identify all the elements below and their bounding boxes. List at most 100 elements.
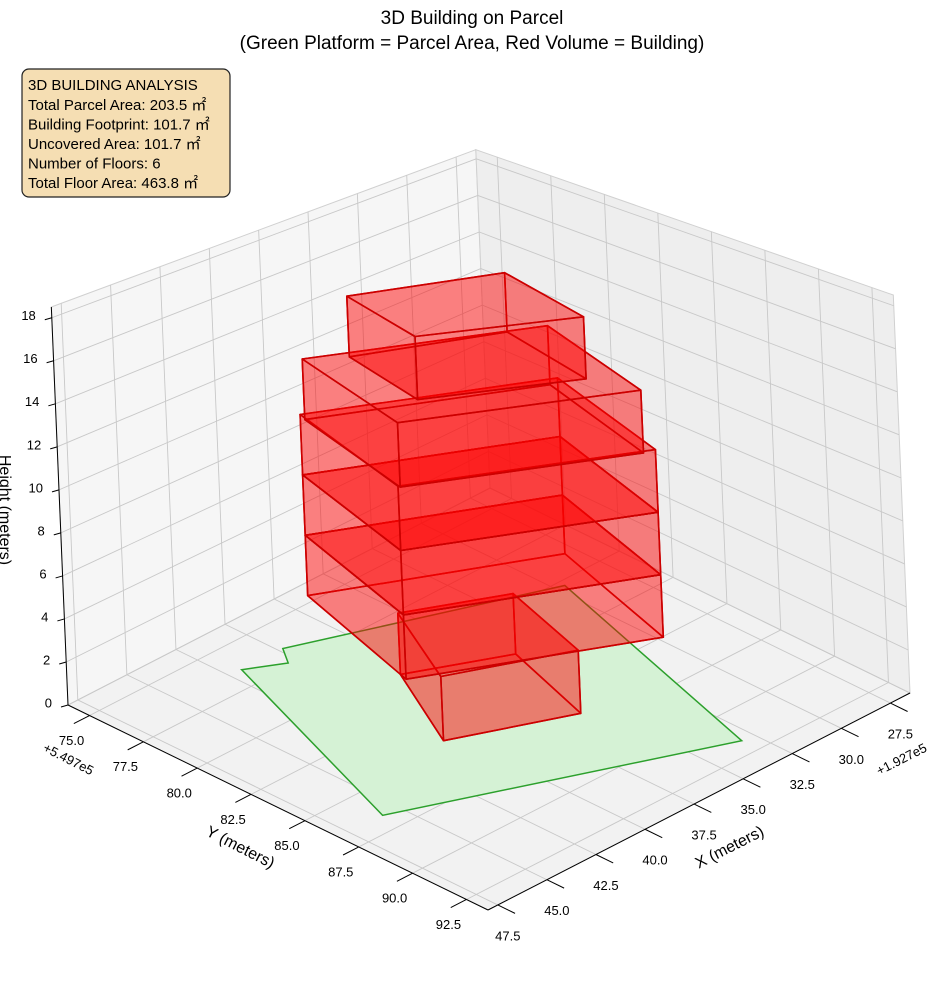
grid-line — [482, 304, 902, 479]
volume-top — [396, 592, 580, 678]
grid-line — [58, 304, 483, 491]
y-tick-label: 80.0 — [167, 786, 192, 801]
grid-line — [356, 193, 373, 549]
y-tick — [181, 767, 198, 777]
x-tick-label: 30.0 — [839, 752, 864, 767]
grid-line — [466, 682, 889, 900]
z-tick-label: 12 — [27, 437, 41, 452]
grid-line — [485, 377, 905, 565]
grid-line — [67, 487, 491, 706]
x-tick-label: 32.5 — [790, 777, 815, 792]
z-tick-label: 0 — [45, 695, 52, 710]
grid-line — [258, 230, 275, 600]
grid-line — [307, 211, 324, 574]
z-tick-label: 18 — [21, 308, 35, 323]
annotation-box — [21, 68, 231, 198]
x-tick — [644, 828, 663, 839]
grid-line — [476, 158, 894, 307]
annotation-line: Number of Floors: 6 — [28, 156, 161, 173]
y-tick — [450, 899, 467, 909]
grid-line — [479, 231, 898, 393]
x-tick-label: 37.5 — [691, 827, 716, 842]
z-tick — [46, 360, 54, 364]
x-tick-label: 27.5 — [888, 727, 913, 742]
grid-line — [489, 487, 911, 694]
y-tick-label: 77.5 — [113, 759, 138, 774]
grid-line — [57, 268, 481, 448]
z-tick-label: 14 — [25, 394, 39, 409]
z-axis-line — [50, 306, 69, 706]
grid-line — [480, 268, 900, 436]
volume-top — [345, 271, 585, 338]
z-tick — [59, 661, 67, 665]
y-tick — [127, 741, 144, 751]
x-offset: +1.927e5 — [874, 740, 929, 778]
grid-line — [159, 266, 177, 650]
annotation-lines: Total Parcel Area: 203.5 ㎡ Building Footp… — [28, 97, 210, 192]
z-tick-label: 4 — [41, 609, 48, 624]
grid-line — [764, 250, 782, 630]
grid-line — [51, 158, 477, 319]
grid-line — [488, 451, 909, 651]
x-axis-line — [487, 692, 911, 911]
grid-line — [477, 194, 896, 350]
z-axis-label: Height (meters) — [0, 455, 13, 565]
grid-line — [208, 248, 226, 625]
y-axis-label: Y (meters) — [203, 823, 277, 872]
z-tick — [44, 317, 52, 321]
z-tick — [51, 489, 60, 493]
y-tick — [342, 846, 359, 856]
x-tick — [841, 727, 859, 738]
x-tick-label: 42.5 — [593, 878, 618, 893]
grid-line — [77, 699, 499, 906]
x-tick-label: 35.0 — [741, 802, 766, 817]
annotation-title: 3D BUILDING ANALYSIS — [28, 77, 198, 94]
grid-line — [817, 268, 836, 657]
grid-line — [62, 377, 486, 577]
y-tick — [73, 715, 90, 725]
grid-line — [470, 497, 891, 704]
grid-line — [55, 231, 480, 405]
y-tick-label: 92.5 — [436, 917, 461, 932]
grid-line — [64, 414, 488, 620]
y-tick-label: 87.5 — [328, 864, 353, 879]
grid-line — [60, 303, 79, 700]
x-tick — [546, 879, 565, 889]
x-tick — [890, 702, 908, 712]
z-tick-label: 2 — [43, 652, 50, 667]
z-tick — [48, 403, 56, 407]
grid-line — [483, 341, 903, 522]
grid-line — [455, 156, 471, 499]
grid-line — [89, 498, 512, 716]
x-tick — [497, 904, 516, 914]
y-tick — [235, 793, 252, 803]
grid-line — [486, 414, 907, 608]
grid-line — [421, 522, 842, 729]
z-tick-label: 10 — [29, 480, 43, 495]
grid-line — [871, 287, 889, 683]
annotation-line: Total Floor Area: 463.8 ㎡ — [28, 175, 198, 192]
annotation-line: Building Footprint: 101.7 ㎡ — [28, 117, 210, 134]
plot-area: 27.5 30.0 32.5 35.0 37.5 40.0 42.5 45.0 47.5 75.0… — [0, 148, 929, 943]
y-tick-label: 82.5 — [220, 812, 245, 827]
volume-top — [301, 324, 642, 424]
y-tick-label: 90.0 — [382, 891, 407, 906]
grid-line — [126, 674, 548, 881]
z-tick — [57, 618, 65, 622]
grid-line — [496, 157, 512, 499]
y-tick — [396, 872, 413, 882]
annotation-line: Uncovered Area: 101.7 ㎡ — [28, 136, 201, 153]
x-tick — [693, 803, 712, 813]
z-tick-label: 8 — [38, 523, 45, 538]
grid-line — [550, 175, 566, 525]
grid-line — [65, 451, 489, 663]
z-tick-label: 16 — [23, 351, 37, 366]
grid-line — [603, 194, 620, 552]
z-tick — [55, 575, 63, 579]
y-axis-line — [67, 704, 489, 911]
x-tick — [742, 778, 761, 788]
parcel — [240, 584, 744, 817]
y-tick-label: 85.0 — [274, 838, 299, 853]
grid-line — [110, 285, 128, 675]
